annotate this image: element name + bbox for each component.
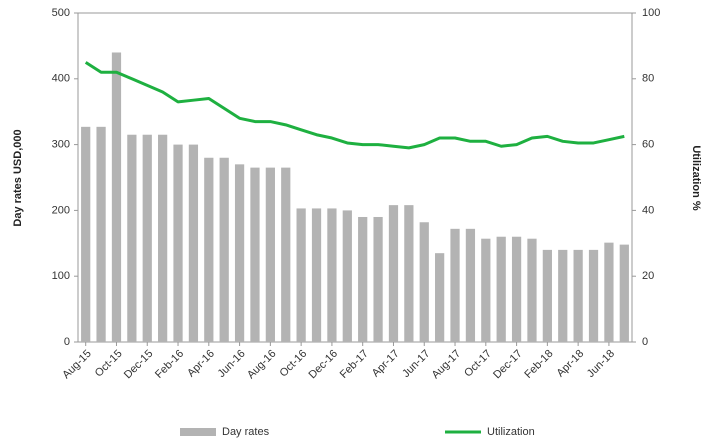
bar bbox=[604, 242, 614, 342]
bar bbox=[265, 167, 275, 342]
y2-tick-label: 40 bbox=[642, 204, 654, 216]
legend-swatch bbox=[180, 428, 216, 436]
y-tick-label: 500 bbox=[52, 7, 70, 19]
y-tick-label: 300 bbox=[52, 139, 70, 151]
y-axis-title: Day rates USD,000 bbox=[12, 129, 24, 226]
x-tick-label: Jun-18 bbox=[585, 348, 617, 380]
bar bbox=[96, 126, 106, 342]
bar bbox=[311, 208, 322, 342]
bar bbox=[296, 208, 306, 342]
bar bbox=[204, 157, 214, 342]
bar bbox=[450, 228, 460, 342]
bar bbox=[419, 222, 429, 342]
x-tick-label: Dec-15 bbox=[122, 348, 156, 382]
bar bbox=[219, 157, 229, 342]
bar bbox=[127, 134, 137, 342]
x-tick-label: Oct-15 bbox=[93, 348, 125, 380]
bar bbox=[588, 249, 599, 342]
bar bbox=[81, 126, 91, 342]
x-tick-label: Aug-17 bbox=[430, 348, 464, 382]
bar bbox=[234, 164, 245, 342]
bar bbox=[111, 52, 122, 342]
x-tick-label: Feb-16 bbox=[153, 348, 186, 381]
y2-tick-label: 60 bbox=[642, 139, 654, 151]
y2-tick-label: 80 bbox=[642, 73, 654, 85]
bar bbox=[404, 205, 414, 342]
x-tick-label: Oct-16 bbox=[277, 348, 309, 380]
bar bbox=[281, 167, 291, 342]
legend-label: Utilization bbox=[487, 426, 535, 438]
bar bbox=[342, 210, 352, 342]
plot-frame bbox=[77, 12, 633, 343]
bar bbox=[619, 244, 629, 342]
bar bbox=[173, 144, 183, 342]
x-tick-label: Dec-16 bbox=[307, 348, 341, 382]
y-tick-label: 400 bbox=[52, 73, 70, 85]
y2-tick-label: 20 bbox=[642, 270, 654, 282]
x-tick-label: Jun-16 bbox=[215, 348, 247, 380]
bar bbox=[481, 238, 491, 342]
x-tick-label: Apr-18 bbox=[554, 348, 586, 380]
x-tick-label: Aug-16 bbox=[245, 348, 279, 382]
bar bbox=[511, 236, 522, 342]
bar bbox=[527, 238, 537, 342]
bar bbox=[435, 253, 445, 342]
x-tick-label: Aug-15 bbox=[60, 348, 94, 382]
y2-axis-title: Utilization % bbox=[690, 145, 702, 211]
x-tick-label: Dec-17 bbox=[491, 348, 525, 382]
x-tick-label: Apr-17 bbox=[370, 348, 402, 380]
line bbox=[84, 61, 625, 150]
legend-label: Day rates bbox=[222, 426, 270, 438]
bar bbox=[465, 228, 476, 342]
bar bbox=[142, 134, 152, 342]
y-tick-label: 0 bbox=[64, 336, 70, 348]
y-tick-label: 100 bbox=[52, 270, 70, 282]
y-tick-label: 200 bbox=[52, 204, 70, 216]
x-tick-label: Oct-17 bbox=[462, 348, 494, 380]
bar bbox=[158, 134, 168, 342]
x-tick-label: Feb-17 bbox=[338, 348, 371, 381]
x-tick-label: Jun-17 bbox=[400, 348, 432, 380]
bar bbox=[373, 216, 383, 342]
x-tick-label: Feb-18 bbox=[522, 348, 555, 381]
bar bbox=[542, 249, 552, 342]
bar bbox=[188, 144, 199, 342]
y2-tick-label: 100 bbox=[642, 7, 660, 19]
bar bbox=[558, 249, 568, 342]
x-tick-label: Apr-16 bbox=[185, 348, 217, 380]
bar bbox=[573, 249, 583, 342]
bar bbox=[327, 208, 337, 342]
bar bbox=[250, 167, 260, 342]
bar bbox=[358, 216, 368, 342]
bar bbox=[496, 236, 506, 342]
y2-tick-label: 0 bbox=[642, 336, 648, 348]
bar bbox=[388, 205, 399, 342]
